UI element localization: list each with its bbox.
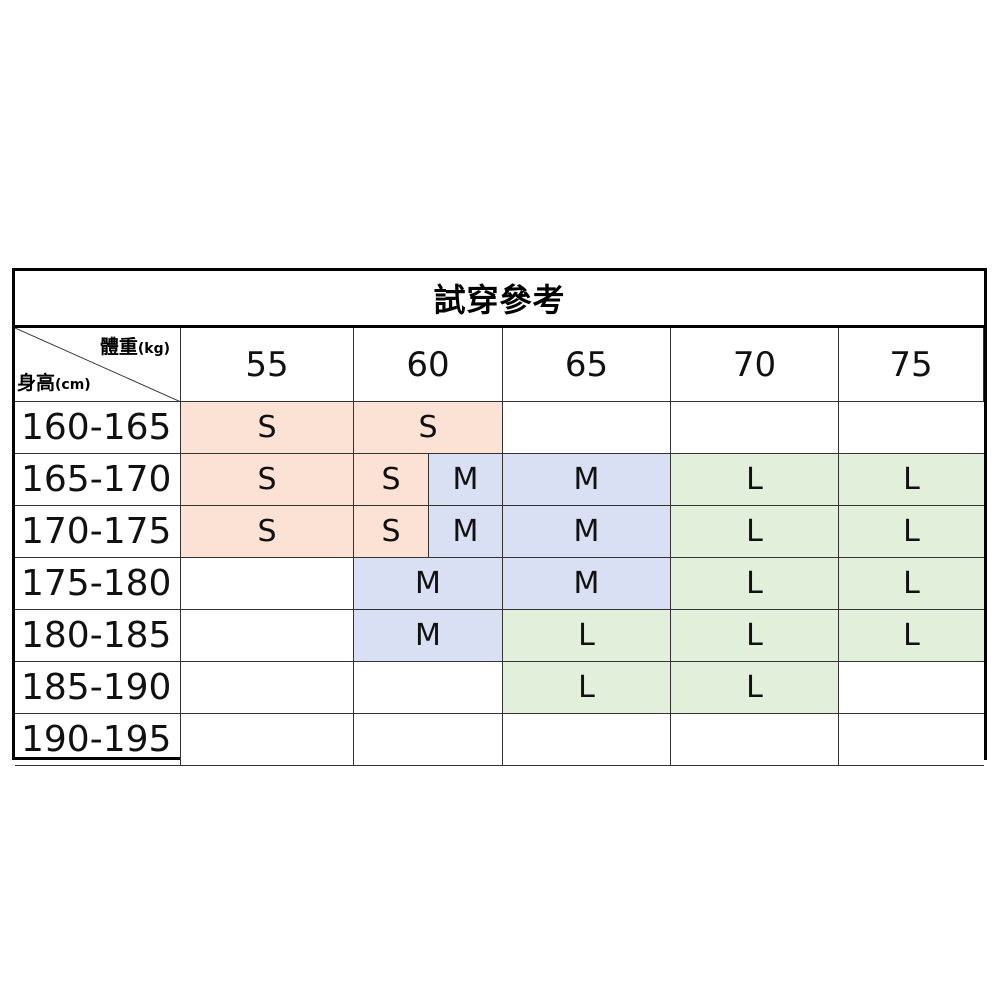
weight-unit: (kg)	[137, 341, 170, 357]
size-cell-L: L	[839, 558, 984, 610]
empty-cell	[671, 714, 839, 766]
weight-header-75: 75	[839, 328, 984, 402]
size-cell-L: L	[671, 558, 839, 610]
weight-header-65: 65	[503, 328, 671, 402]
empty-cell	[181, 662, 354, 714]
diagonal-line	[15, 328, 181, 402]
size-cell-M: M	[503, 558, 671, 610]
size-cell-M: M	[503, 506, 671, 558]
size-cell-M: M	[354, 610, 503, 662]
size-cell-S: S	[354, 506, 429, 558]
size-cell-M: M	[429, 506, 503, 558]
empty-cell	[181, 610, 354, 662]
size-cell-L: L	[503, 610, 671, 662]
empty-cell	[839, 402, 984, 454]
weight-label: 體重	[99, 336, 138, 358]
size-cell-L: L	[671, 610, 839, 662]
size-cell-L: L	[671, 506, 839, 558]
height-range-label: 165-170	[15, 454, 181, 506]
size-cell-M: M	[354, 558, 503, 610]
size-chart-table: 試穿參考 體重(kg) 身高(cm) 55 60 65 70 75 160-165 S S 16…	[12, 268, 987, 766]
table-title: 試穿參考	[15, 271, 984, 328]
size-cell-S: S	[181, 506, 354, 558]
empty-cell	[839, 662, 984, 714]
size-cell-M: M	[503, 454, 671, 506]
empty-cell	[839, 714, 984, 766]
height-range-label: 180-185	[15, 610, 181, 662]
empty-cell	[503, 402, 671, 454]
size-cell-L: L	[671, 662, 839, 714]
weight-header-60: 60	[354, 328, 503, 402]
size-cell-L: L	[839, 506, 984, 558]
size-cell-L: L	[839, 610, 984, 662]
height-range-label: 185-190	[15, 662, 181, 714]
corner-header: 體重(kg) 身高(cm)	[15, 328, 181, 402]
height-range-label: 170-175	[15, 506, 181, 558]
weight-header-55: 55	[181, 328, 354, 402]
size-cell-S: S	[354, 402, 503, 454]
size-cell-L: L	[671, 454, 839, 506]
weight-header: 體重(kg)	[100, 332, 170, 359]
empty-cell	[671, 402, 839, 454]
height-range-label: 160-165	[15, 402, 181, 454]
size-cell-L: L	[503, 662, 671, 714]
height-range-label: 175-180	[15, 558, 181, 610]
size-cell-S: S	[181, 402, 354, 454]
height-unit: (cm)	[55, 377, 91, 393]
empty-cell	[181, 558, 354, 610]
height-label: 身高	[17, 372, 56, 394]
weight-header-70: 70	[671, 328, 839, 402]
size-cell-L: L	[839, 454, 984, 506]
height-header: 身高(cm)	[17, 368, 91, 395]
empty-cell	[503, 714, 671, 766]
size-cell-S: S	[181, 454, 354, 506]
height-range-label: 190-195	[15, 714, 181, 766]
size-cell-M: M	[429, 454, 503, 506]
empty-cell	[354, 714, 503, 766]
size-cell-S: S	[354, 454, 429, 506]
empty-cell	[181, 714, 354, 766]
empty-cell	[354, 662, 503, 714]
